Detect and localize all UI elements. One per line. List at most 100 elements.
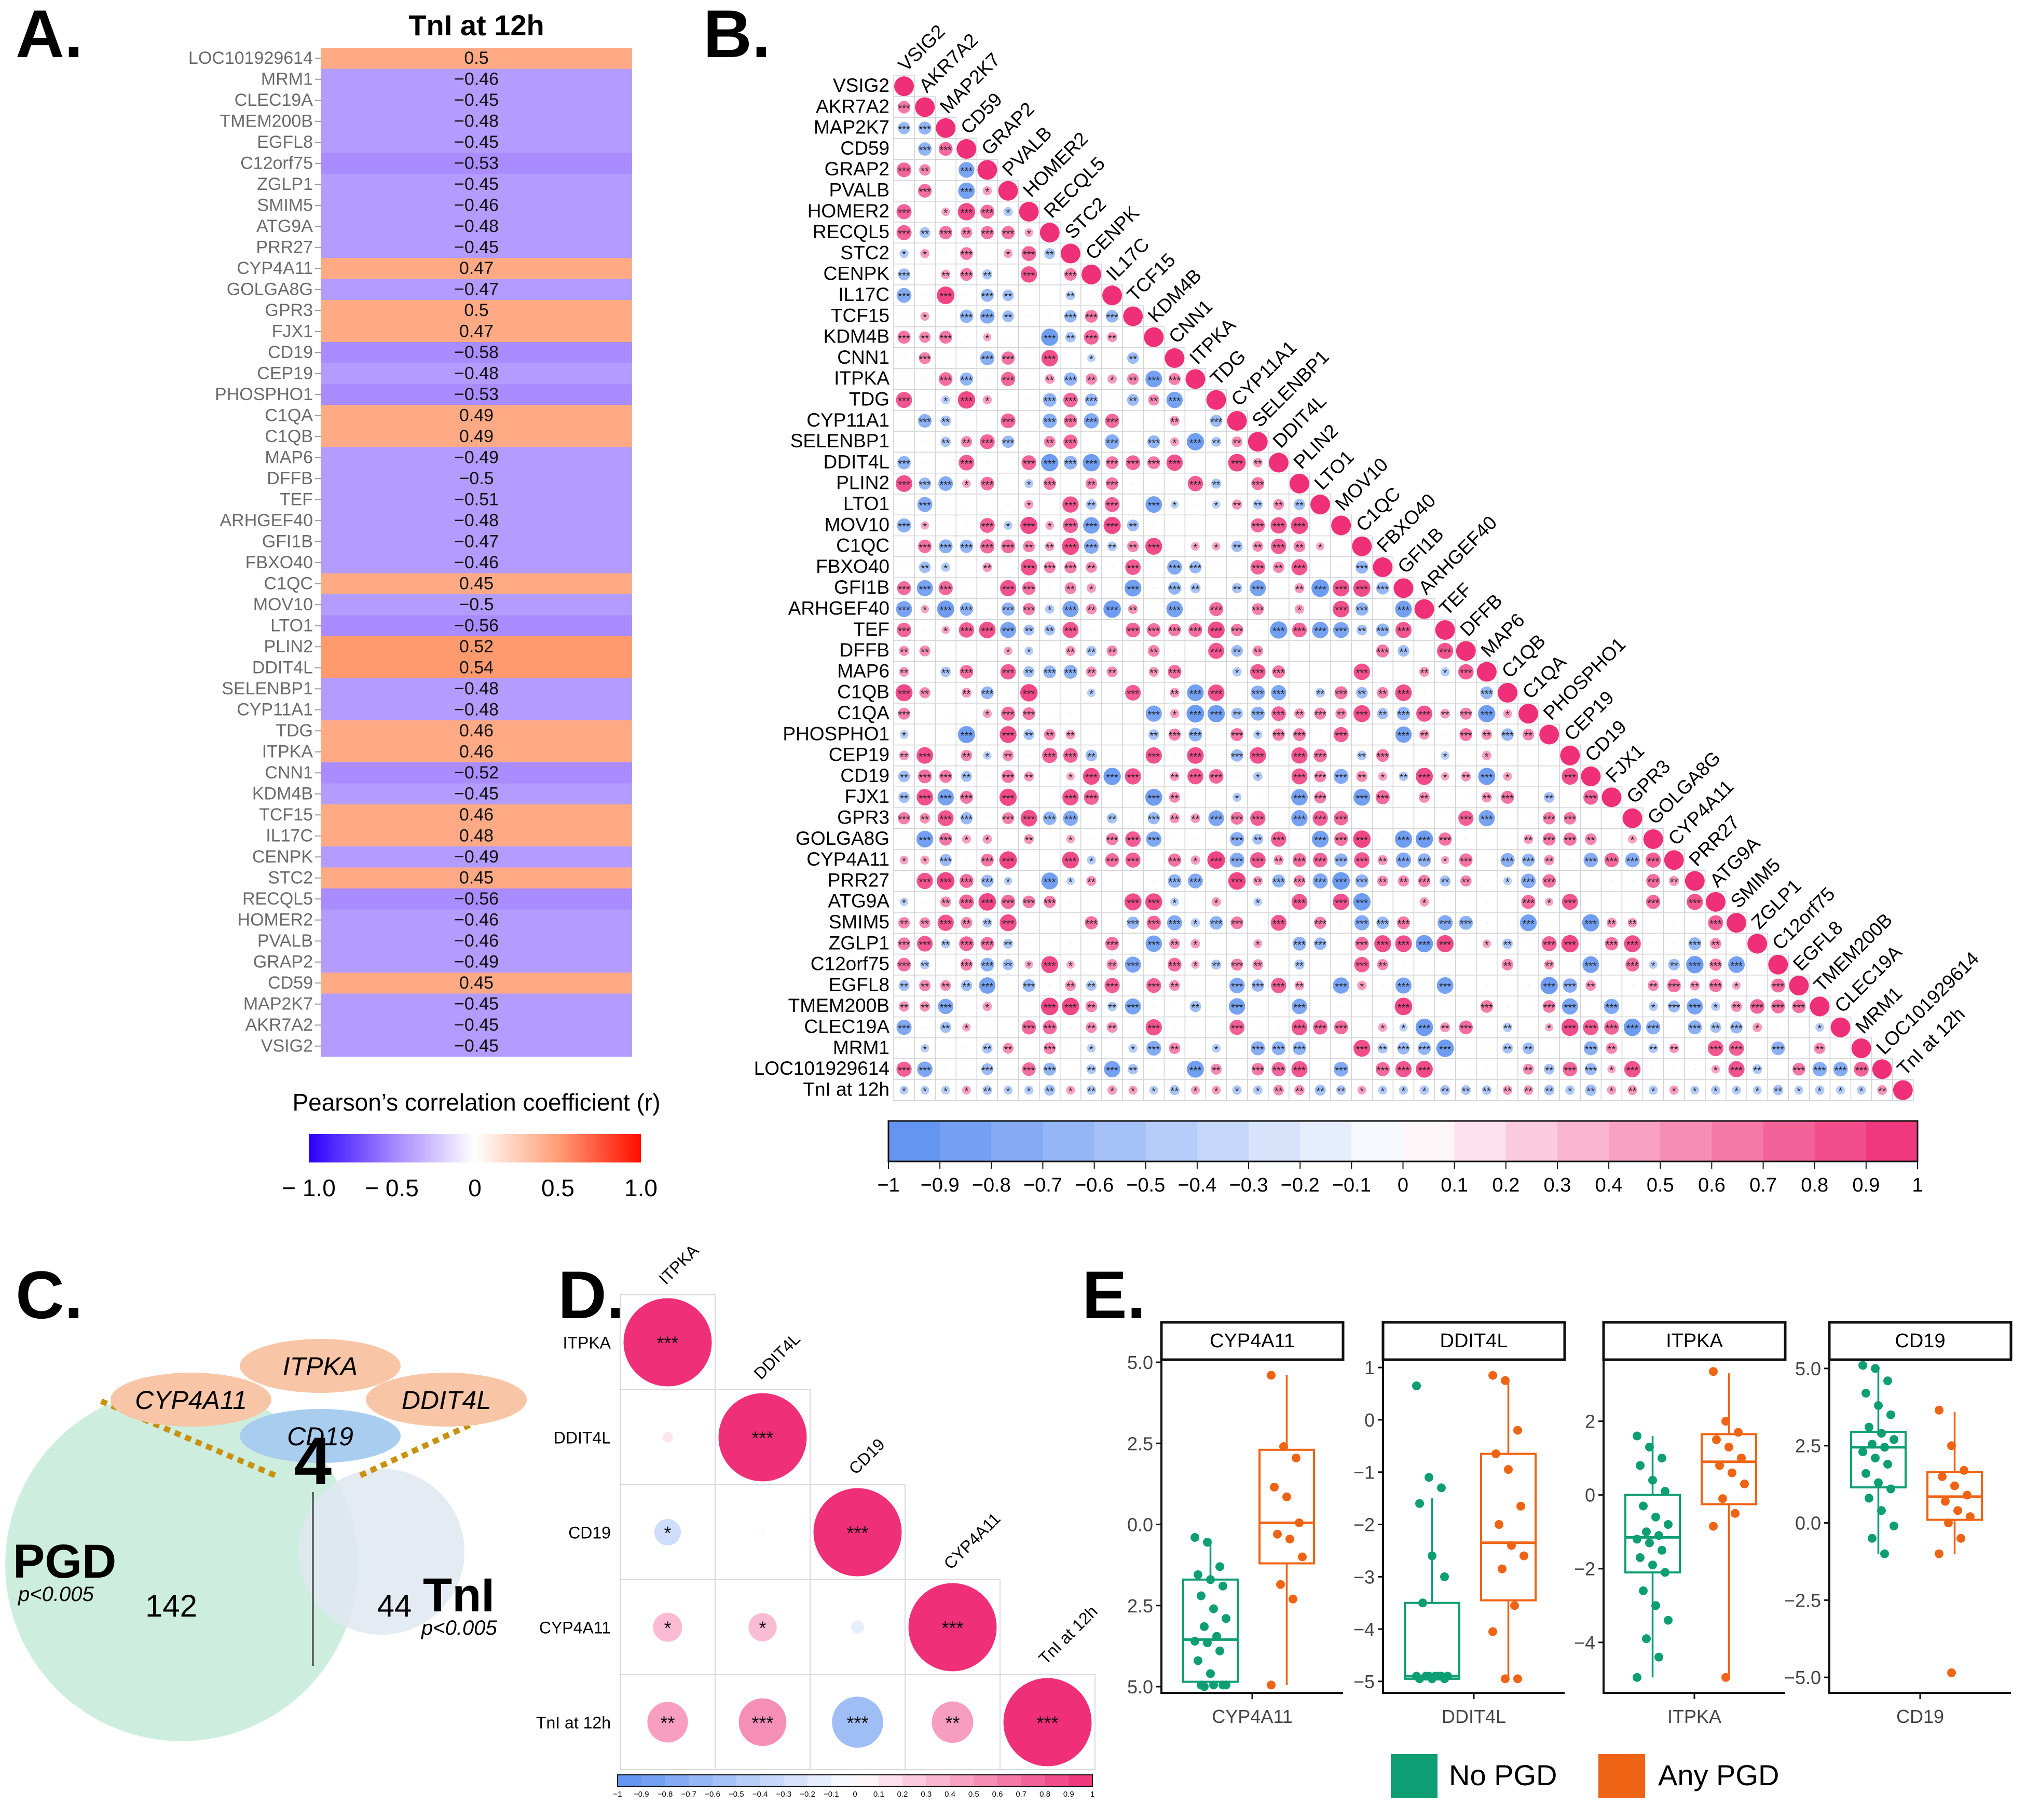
colorbar-tick-label: −0.1 bbox=[824, 1790, 839, 1799]
significance-stars: ** bbox=[1087, 500, 1096, 512]
significance-stars: *** bbox=[1647, 877, 1660, 888]
colorbar-tick-label: 0 bbox=[1398, 1174, 1408, 1196]
significance-stars: ** bbox=[1254, 542, 1262, 554]
significance-stars: * bbox=[1110, 375, 1114, 386]
correlation-circle bbox=[965, 587, 968, 590]
correlation-circle bbox=[1127, 394, 1139, 406]
data-point bbox=[1947, 1668, 1956, 1677]
correlation-circle bbox=[1402, 670, 1405, 673]
correlation-circle bbox=[1069, 942, 1072, 945]
correlation-circle bbox=[1090, 733, 1092, 736]
correlation-circle bbox=[1485, 1026, 1488, 1029]
correlation-circle bbox=[1045, 521, 1055, 530]
correlation-circle bbox=[1111, 1047, 1114, 1049]
correlation-circle bbox=[1144, 327, 1164, 347]
significance-stars: *** bbox=[1314, 584, 1326, 595]
significance-stars: ** bbox=[1025, 668, 1033, 679]
correlation-circle bbox=[1194, 608, 1197, 610]
colorbar-tick-label: 0.6 bbox=[992, 1790, 1003, 1799]
data-point bbox=[1190, 1533, 1199, 1542]
colorbar-segment bbox=[1094, 1121, 1146, 1161]
correlation-circle bbox=[1231, 436, 1243, 447]
significance-stars: ** bbox=[963, 689, 971, 700]
colorbar-segment bbox=[736, 1775, 760, 1786]
matrix-row-label: AKR7A2 bbox=[816, 95, 889, 117]
significance-stars: *** bbox=[1189, 730, 1202, 742]
significance-stars: *** bbox=[1002, 542, 1015, 554]
significance-stars: *** bbox=[1293, 730, 1306, 742]
significance-stars: *** bbox=[1793, 1002, 1805, 1014]
significance-stars: *** bbox=[961, 730, 973, 742]
significance-stars: *** bbox=[1398, 626, 1410, 637]
significance-stars: *** bbox=[1023, 250, 1035, 261]
significance-stars: *** bbox=[1335, 626, 1347, 637]
data-point bbox=[1219, 1581, 1227, 1591]
heatmap-cell-value: 0.52 bbox=[459, 637, 494, 656]
significance-stars: ** bbox=[1670, 877, 1678, 888]
correlation-circle bbox=[1028, 294, 1030, 297]
significance-stars: ** bbox=[1254, 877, 1262, 888]
significance-stars: *** bbox=[1647, 1023, 1660, 1035]
data-point bbox=[1664, 1520, 1673, 1529]
heatmap-cell-value: −0.45 bbox=[454, 238, 499, 257]
significance-stars: *** bbox=[1481, 689, 1493, 700]
data-point bbox=[1654, 1531, 1663, 1540]
y-tick-label: 0.0 bbox=[1127, 1514, 1153, 1536]
significance-stars: *** bbox=[1148, 835, 1160, 846]
significance-stars: ** bbox=[941, 981, 950, 993]
colorbar-segment bbox=[1505, 1121, 1558, 1161]
correlation-circle bbox=[1236, 608, 1238, 610]
correlation-circle bbox=[944, 733, 947, 736]
significance-stars: *** bbox=[1023, 563, 1035, 574]
significance-stars: *** bbox=[1335, 981, 1347, 993]
significance-stars: *** bbox=[1231, 981, 1243, 993]
correlation-circle bbox=[1153, 859, 1155, 861]
significance-stars: *** bbox=[981, 312, 994, 323]
significance-stars: * bbox=[1006, 877, 1010, 888]
significance-stars: *** bbox=[1189, 437, 1202, 449]
significance-stars: *** bbox=[1036, 1713, 1058, 1734]
heatmap-cell bbox=[321, 993, 632, 1015]
significance-stars: *** bbox=[1064, 417, 1077, 428]
significance-stars: *** bbox=[1085, 772, 1098, 784]
correlation-circle bbox=[1872, 1059, 1892, 1079]
correlation-circle bbox=[1236, 1068, 1238, 1071]
significance-stars: *** bbox=[1314, 709, 1326, 721]
correlation-circle bbox=[1601, 787, 1622, 808]
y-tick-label: 2.5 bbox=[1795, 1435, 1821, 1457]
significance-stars: * bbox=[964, 1086, 968, 1098]
correlation-circle bbox=[1132, 482, 1134, 485]
significance-stars: * bbox=[1089, 584, 1093, 595]
correlation-circle bbox=[1381, 608, 1384, 610]
correlation-circle bbox=[965, 650, 968, 652]
significance-stars: *** bbox=[898, 814, 910, 826]
significance-stars: *** bbox=[1398, 709, 1410, 721]
significance-stars: *** bbox=[1335, 877, 1347, 888]
significance-stars: ** bbox=[1129, 354, 1137, 365]
significance-stars: * bbox=[985, 396, 990, 407]
y-tick-label: 0 bbox=[1585, 1485, 1595, 1506]
significance-stars: ** bbox=[1171, 1044, 1179, 1056]
significance-stars: ** bbox=[963, 437, 971, 449]
correlation-circle bbox=[1194, 1026, 1197, 1029]
significance-stars: *** bbox=[1064, 1002, 1077, 1014]
correlation-circle bbox=[1464, 754, 1467, 757]
significance-stars: *** bbox=[919, 584, 931, 595]
significance-stars: ** bbox=[1108, 542, 1116, 554]
significance-stars: * bbox=[1859, 1086, 1864, 1098]
correlation-circle bbox=[903, 545, 906, 548]
significance-stars: *** bbox=[1127, 772, 1139, 784]
correlation-circle bbox=[1352, 536, 1372, 556]
correlation-circle bbox=[1215, 461, 1217, 464]
significance-stars: *** bbox=[1231, 877, 1243, 888]
correlation-circle bbox=[944, 315, 947, 318]
significance-stars: *** bbox=[1044, 1044, 1056, 1056]
significance-stars: *** bbox=[1085, 333, 1098, 345]
matrix-row-label: CYP4A11 bbox=[806, 849, 889, 870]
correlation-circle bbox=[1166, 454, 1183, 471]
significance-stars: * bbox=[902, 856, 906, 867]
significance-stars: ** bbox=[1441, 1086, 1449, 1098]
correlation-circle bbox=[1069, 357, 1072, 360]
correlation-circle bbox=[915, 97, 935, 117]
heatmap-cell-value: −0.5 bbox=[459, 469, 494, 488]
